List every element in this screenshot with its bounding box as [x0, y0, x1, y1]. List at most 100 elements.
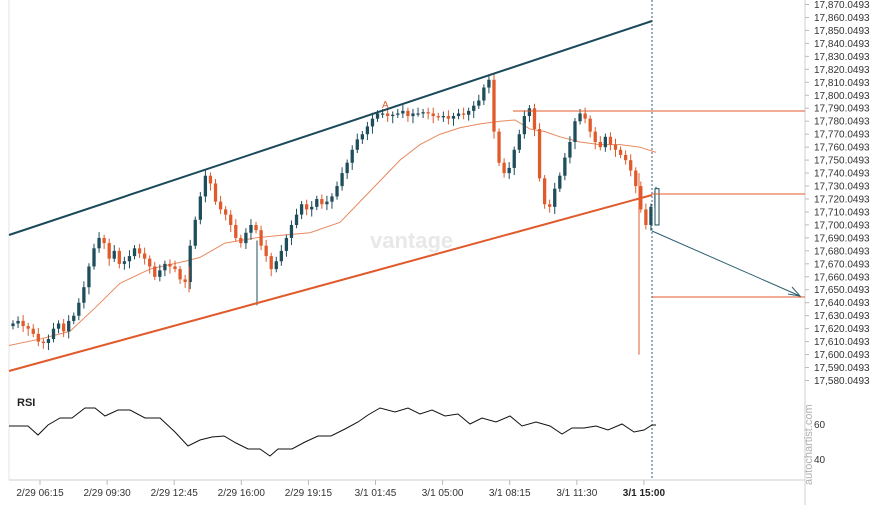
candle-body — [97, 237, 101, 249]
candle-body — [203, 175, 208, 197]
candle-body — [284, 237, 289, 251]
candle-body — [396, 113, 400, 115]
candle-body — [279, 250, 283, 262]
candle-body — [593, 131, 597, 142]
y-tick-label: 17,790.0493 — [814, 104, 870, 115]
y-tick-label: 17,700.0493 — [814, 220, 870, 231]
candle-body — [310, 206, 314, 210]
candle-body — [477, 100, 481, 106]
candle-body — [193, 219, 197, 246]
candle-body — [411, 113, 415, 117]
candle-body — [46, 339, 51, 343]
candle-body — [613, 144, 618, 150]
candle-body — [61, 323, 66, 332]
candle-body — [142, 253, 147, 259]
candle-body — [274, 261, 278, 270]
candle-body — [375, 113, 380, 119]
candle-body — [563, 157, 567, 176]
candle-body — [573, 121, 577, 142]
candle-body — [294, 214, 299, 225]
candle-body — [26, 326, 30, 329]
watermark: vantage — [370, 228, 453, 253]
y-tick-label: 17,630.0493 — [814, 311, 870, 322]
watermark-url: autochartist.com — [803, 404, 815, 485]
y-tick-label: 17,690.0493 — [814, 233, 870, 244]
candle-body — [623, 154, 628, 161]
candle-body — [330, 196, 334, 202]
candle-body — [386, 113, 390, 117]
y-tick-label: 17,820.0493 — [814, 65, 870, 76]
y-tick-label: 17,800.0493 — [814, 91, 870, 102]
candle-body — [137, 248, 142, 254]
candle-body — [472, 105, 476, 111]
candle-body — [56, 323, 61, 329]
y-tick-label: 17,580.0493 — [814, 376, 870, 387]
candle-body — [218, 201, 223, 210]
candle-body — [603, 136, 608, 148]
y-tick-label: 17,740.0493 — [814, 169, 870, 180]
y-tick-label: 17,830.0493 — [814, 52, 870, 63]
candle-body — [598, 141, 602, 148]
candle-body — [21, 320, 25, 327]
candle-body — [416, 113, 420, 115]
candle-body — [234, 224, 238, 238]
candle-body — [92, 248, 96, 267]
y-tick-label: 17,860.0493 — [814, 13, 870, 24]
candle-body — [183, 279, 187, 283]
candle-body — [254, 224, 258, 231]
candle-body — [229, 214, 233, 225]
candle-body — [259, 230, 263, 246]
candle-body — [553, 188, 557, 207]
y-tick-label: 17,720.0493 — [814, 194, 870, 205]
candle-body — [158, 270, 162, 277]
candle-body — [558, 175, 562, 189]
candle-body — [497, 131, 501, 163]
candle-body — [446, 116, 451, 119]
candle-body — [548, 204, 552, 207]
candle-current — [654, 188, 660, 226]
forecast-arrow-head — [787, 286, 802, 297]
candle-body — [51, 328, 56, 340]
candle-body — [36, 333, 40, 342]
candle-body — [82, 287, 86, 303]
candle-body — [122, 261, 127, 264]
y-tick-label: 17,730.0493 — [814, 182, 870, 193]
candle-body — [406, 110, 410, 117]
candle-body — [512, 149, 516, 168]
candle-body — [239, 237, 243, 244]
candle-body — [299, 204, 304, 215]
candle-body — [370, 118, 375, 127]
support-line — [8, 194, 653, 372]
candle-body — [451, 116, 456, 119]
rsi-tick-label: 60 — [814, 420, 826, 431]
candle-body — [213, 183, 218, 202]
candle-body — [132, 248, 137, 257]
y-tick-label: 17,780.0493 — [814, 117, 870, 128]
candle-body — [431, 113, 435, 117]
candle-body — [588, 118, 592, 132]
candle-body — [618, 149, 623, 155]
forecast-arrow-line — [651, 230, 801, 297]
y-tick-label: 17,770.0493 — [814, 130, 870, 141]
candle-body — [188, 245, 192, 283]
candle-body — [629, 160, 633, 171]
y-tick-label: 17,660.0493 — [814, 272, 870, 283]
candle-body — [340, 173, 344, 187]
candle-body — [568, 141, 572, 158]
rsi-line — [9, 407, 656, 457]
candle-body — [305, 204, 309, 210]
candle-body — [31, 328, 35, 334]
candle-body — [441, 116, 445, 118]
x-tick-label: 3/1 01:45 — [355, 488, 397, 499]
y-tick-label: 17,760.0493 — [814, 143, 870, 154]
candle-body — [456, 113, 461, 117]
candle-body — [542, 178, 547, 205]
y-tick-label: 17,810.0493 — [814, 78, 870, 89]
candle-body — [244, 232, 248, 244]
candle-body — [350, 149, 354, 163]
y-tick-label: 17,670.0493 — [814, 259, 870, 270]
x-tick-label: 2/29 19:15 — [285, 488, 333, 499]
candle-body — [67, 320, 71, 332]
